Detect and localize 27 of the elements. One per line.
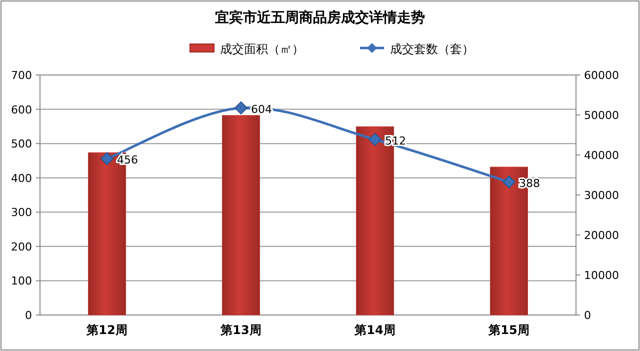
point	[502, 175, 516, 188]
y2-tick-label: 50000	[584, 109, 619, 122]
y-tick-label: 100	[11, 274, 32, 288]
y-tick-label: 0	[25, 309, 32, 322]
legend-label: 成交面积（㎡）	[220, 42, 304, 56]
y-tick-label: 200	[11, 240, 32, 254]
x-tick-label: 第13周	[220, 323, 262, 337]
legend-label: 成交套数（套）	[390, 42, 474, 56]
y2-tick-label: 10000	[584, 269, 619, 282]
x-tick-label: 第14周	[354, 323, 396, 337]
y-tick-label: 700	[11, 69, 32, 82]
x-tick-label: 第12周	[86, 323, 128, 337]
y-tick-label: 500	[11, 138, 32, 151]
y2-tick-label: 40000	[584, 149, 619, 162]
y2-tick-label: 30000	[584, 189, 619, 202]
y-tick-label: 400	[11, 172, 32, 185]
point	[368, 132, 382, 146]
y-tick-label: 300	[11, 206, 32, 220]
bar	[222, 115, 260, 316]
y-tick-label: 600	[11, 103, 32, 116]
chart-title: 宜宾市近五周商品房成交详情走势	[215, 9, 425, 26]
y2-tick-label: 60000	[584, 69, 619, 82]
point	[234, 101, 248, 114]
y2-tick-label: 0	[584, 309, 591, 322]
x-tick-label: 第15周	[488, 323, 530, 337]
point	[100, 152, 114, 166]
y2-tick-label: 20000	[584, 229, 619, 242]
